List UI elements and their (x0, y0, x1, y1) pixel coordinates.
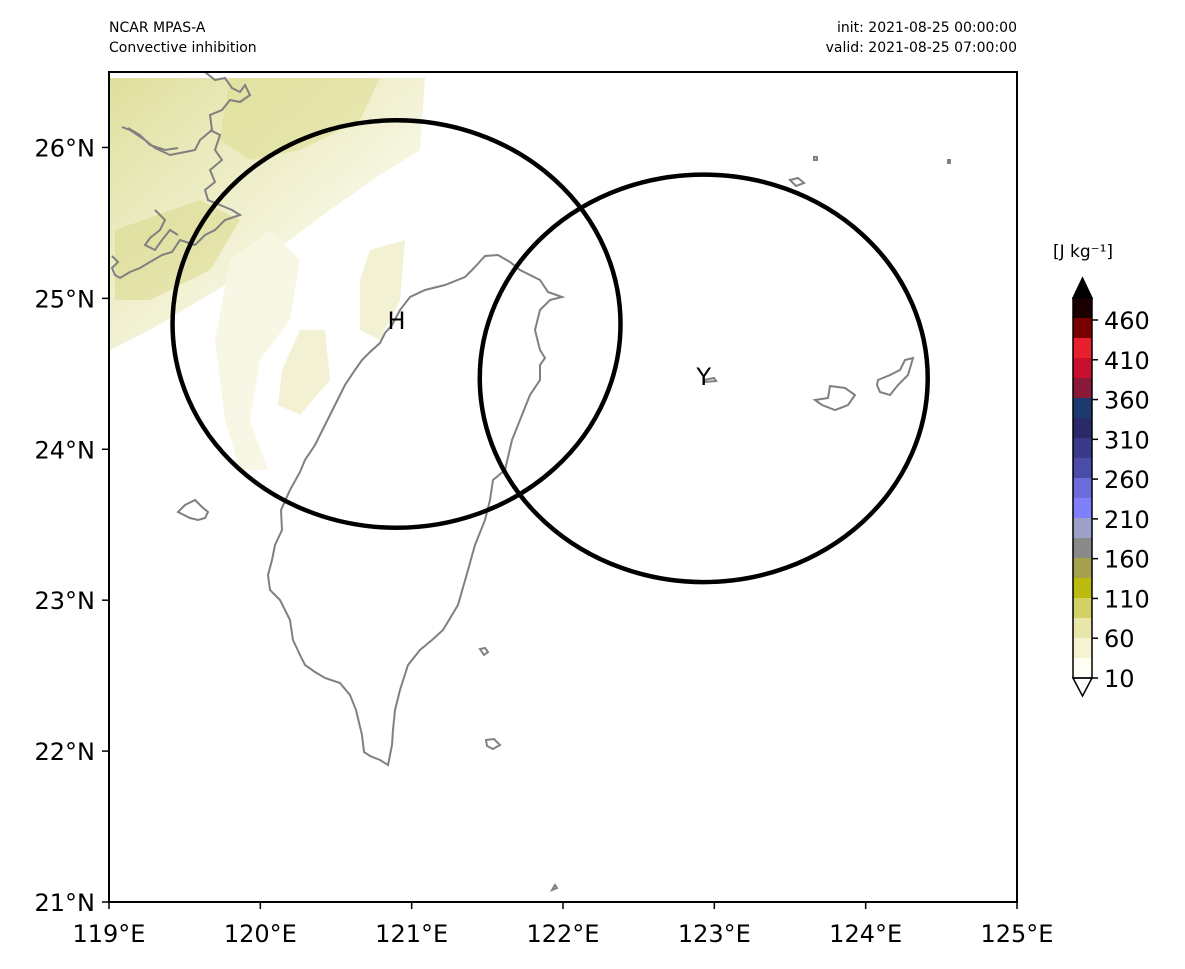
circle-h (170, 118, 623, 530)
model-name: NCAR MPAS-A (109, 20, 206, 36)
colorbar-segment (1073, 458, 1092, 479)
taiwan-coastline (266, 253, 566, 767)
marker-label-y: Y (695, 363, 711, 391)
lon-tick-label: 123°E (678, 920, 751, 948)
china-coastline (110, 72, 252, 280)
colorbar-tick-label: 310 (1104, 426, 1150, 454)
lon-tick-label: 124°E (829, 920, 902, 948)
colorbar-tick-label: 160 (1104, 546, 1150, 574)
marker-label-h: H (388, 307, 406, 335)
colorbar-segment (1073, 618, 1092, 639)
colorbar-tick-label: 10 (1104, 665, 1135, 693)
lat-tick-label: 21°N (35, 889, 96, 917)
colorbar-segment (1073, 438, 1092, 459)
lon-tick-label: 120°E (224, 920, 297, 948)
islet-north-3 (947, 159, 951, 164)
lon-tick-label: 122°E (527, 920, 600, 948)
colorbar-min-extension (1071, 677, 1094, 698)
init-time: init: 2021-08-25 00:00:00 (837, 20, 1017, 36)
coastlines (110, 72, 951, 893)
lat-tick-label: 22°N (35, 738, 96, 766)
header-right: init: 2021-08-25 00:00:00 valid: 2021-08… (700, 18, 1017, 58)
colorbar-segment (1073, 598, 1092, 619)
colorbar-segment (1073, 538, 1092, 559)
colorbar-segment (1073, 658, 1092, 679)
colorbar-segment (1073, 398, 1092, 419)
field-name: Convective inhibition (109, 40, 257, 56)
colorbar-max-extension (1071, 276, 1094, 299)
colorbar-unit: [J kg⁻¹] (1053, 242, 1113, 262)
colorbar-tick-label: 460 (1104, 307, 1150, 335)
colorbar-segment (1073, 578, 1092, 599)
islet-orchid (484, 737, 502, 751)
lon-tick-label: 119°E (73, 920, 146, 948)
circle-y (477, 172, 930, 585)
islet-ishigaki (812, 384, 857, 412)
colorbar-segment (1073, 358, 1092, 379)
colorbar-segment (1073, 338, 1092, 359)
colorbar-outline (1072, 297, 1093, 679)
lat-tick-label: 26°N (35, 134, 96, 162)
lat-tick-label: 25°N (35, 285, 96, 313)
lon-tick-label: 125°E (981, 920, 1054, 948)
colorbar-tick-label: 360 (1104, 387, 1150, 415)
colorbar-segment (1073, 518, 1092, 539)
lat-tick-label: 23°N (35, 587, 96, 615)
islet-green (478, 646, 490, 657)
colorbar-segment (1073, 478, 1092, 499)
islet-south (549, 883, 559, 893)
colorbar-segment (1073, 638, 1092, 659)
circle-overlays: HY (170, 118, 930, 585)
islet-yonaguni (702, 376, 718, 384)
map-axes: 119°E 120°E 121°E 122°E 123°E 124°E 125°E 21°N 2… (35, 134, 1054, 948)
cin-shading (110, 78, 425, 470)
colorbar-segment (1073, 318, 1092, 339)
colorbar-tick-label: 210 (1104, 506, 1150, 534)
lat-tick-label: 24°N (35, 436, 96, 464)
colorbar-tick-label: 110 (1104, 585, 1150, 613)
colorbar-segment (1073, 418, 1092, 439)
colorbar-segment (1073, 498, 1092, 519)
colorbar-segment (1073, 298, 1092, 319)
islet-miyako (875, 356, 915, 397)
colorbar-tick-label: 60 (1104, 625, 1135, 653)
lon-tick-label: 121°E (375, 920, 448, 948)
colorbar-tick-label: 260 (1104, 466, 1150, 494)
valid-time: valid: 2021-08-25 07:00:00 (825, 40, 1017, 56)
colorbar: 10 60 110 160 210 260 310 360 410 460 (1071, 276, 1150, 698)
islet-penghu (176, 498, 210, 522)
islet-north-2 (813, 156, 818, 161)
islet-north-1 (788, 176, 806, 188)
colorbar-segment (1073, 378, 1092, 399)
colorbar-tick-label: 410 (1104, 347, 1150, 375)
colorbar-segment (1073, 558, 1092, 579)
header-left: NCAR MPAS-A Convective inhibition (109, 18, 257, 58)
